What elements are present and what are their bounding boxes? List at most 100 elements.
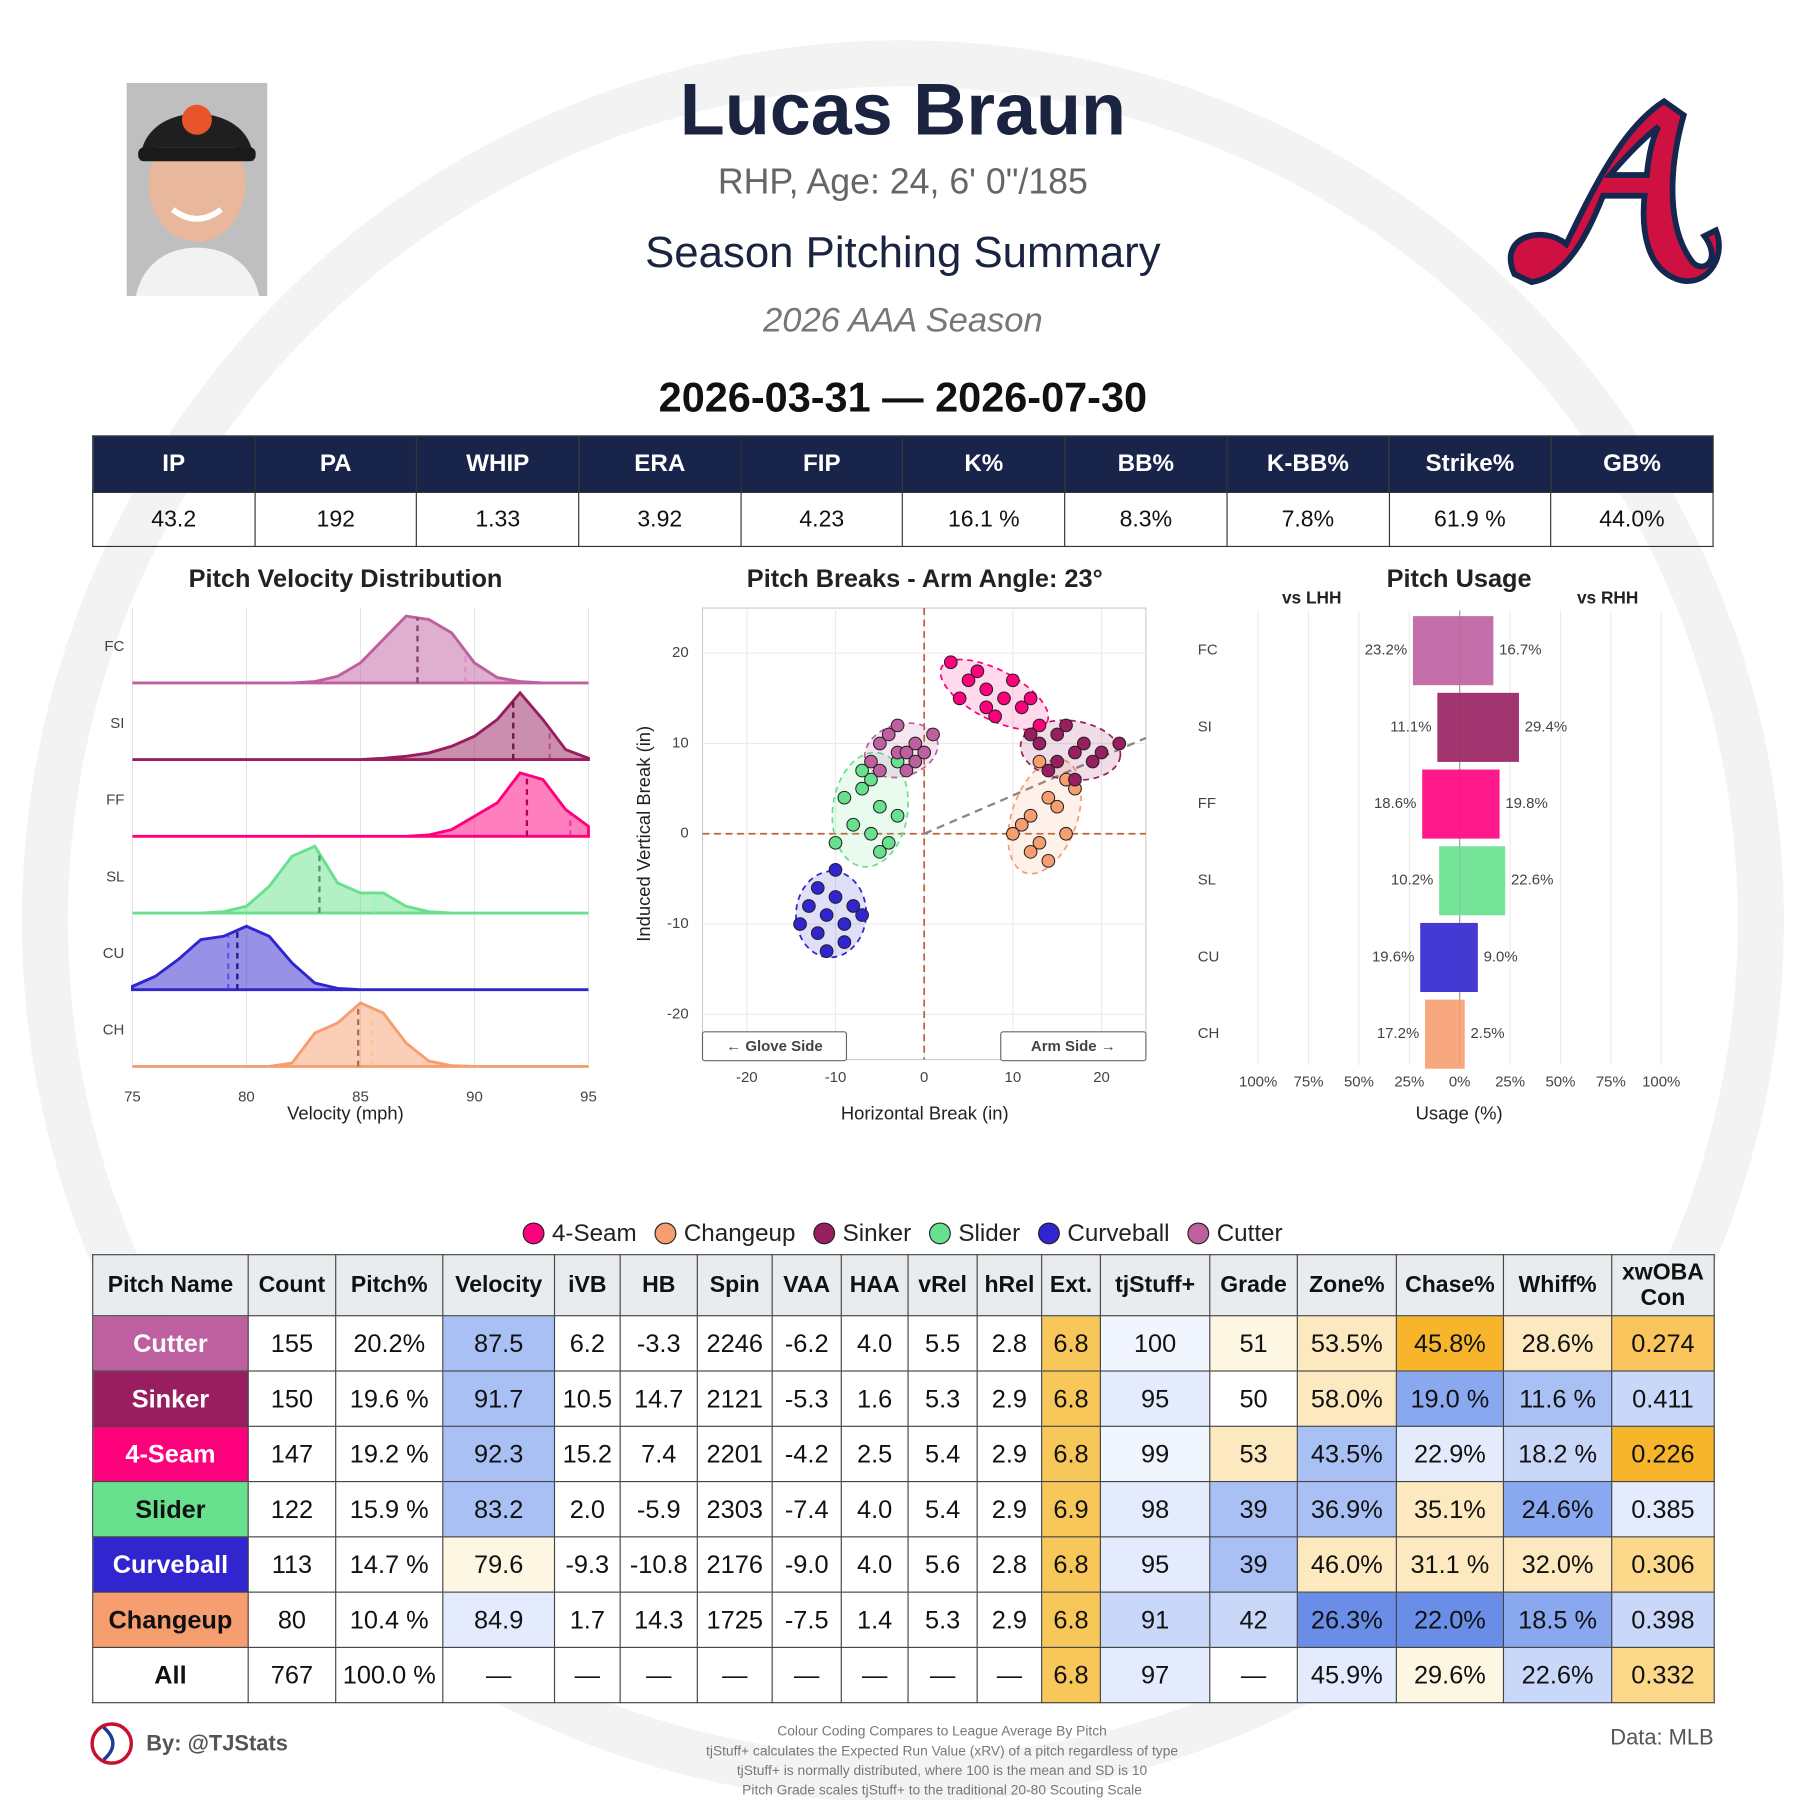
usage-bar — [1439, 846, 1460, 916]
pitch-table: Pitch Name Count Pitch% Velocity iVB HB Spin VA… — [92, 1254, 1715, 1704]
pitch-point — [890, 808, 905, 823]
pitch-name-cell: Changeup — [92, 1591, 249, 1648]
stats-column-header: PA — [254, 435, 418, 493]
y-category-label: CU — [103, 945, 125, 962]
pitch-point — [908, 754, 923, 769]
summary-title: Season Pitching Summary — [645, 228, 1161, 277]
y-category-label: FF — [106, 792, 124, 809]
stats-cell: 3.92 — [578, 491, 742, 548]
pitch-cell: 767 — [247, 1646, 337, 1704]
series-header: vs RHH — [1577, 587, 1638, 607]
pitch-cell: 99 — [1099, 1425, 1211, 1483]
pitch-cell: 51 — [1209, 1315, 1298, 1372]
pitch-cell: -10.8 — [619, 1536, 698, 1593]
pitch-cell: 83.2 — [442, 1480, 556, 1538]
pitch-cell: 2176 — [696, 1536, 773, 1593]
pitch-cell: 122 — [247, 1480, 337, 1538]
usage-bar — [1420, 922, 1460, 993]
y-category-label: FF — [1198, 795, 1216, 812]
pitch-point — [1023, 727, 1038, 742]
stats-column-header: ERA — [578, 435, 742, 493]
pitch-cell: -7.5 — [771, 1591, 842, 1648]
pitch-header: Pitch Name Count Pitch% Velocity iVB HB Spin VA… — [92, 1254, 1715, 1317]
pitch-point — [1023, 808, 1038, 823]
pitch-cell: 1.4 — [840, 1591, 909, 1648]
pitch-row: 4-Seam 147 19.2 % 92.3 15.2 7.4 2201 -4.2 2.5 5.4… — [92, 1425, 1715, 1483]
pitch-cell: 6.2 — [553, 1315, 621, 1372]
pitch-point — [872, 844, 887, 859]
pitch-point — [810, 926, 825, 940]
pitch-cell: 53 — [1209, 1425, 1298, 1483]
pitch-point — [899, 745, 914, 760]
pitch-point — [810, 881, 825, 895]
pitch-cell: -7.4 — [771, 1480, 842, 1538]
legend-label: Changeup — [684, 1220, 796, 1247]
x-tick-label: 50% — [1344, 1073, 1374, 1090]
pitch-point — [864, 754, 878, 769]
pitch-point — [828, 835, 843, 850]
y-category-label: FC — [104, 638, 124, 655]
date-range: 2026-03-31 — 2026-07-30 — [659, 374, 1147, 421]
pitch-point — [1094, 745, 1109, 760]
pitch-cell: 6.8 — [1041, 1370, 1101, 1427]
usage-bar — [1459, 692, 1519, 762]
pitch-cell: -5.9 — [619, 1480, 698, 1538]
pitch-cell: 2.9 — [976, 1480, 1043, 1538]
pitch-column-header: Velocity — [442, 1254, 556, 1317]
x-tick-label: 100% — [1642, 1073, 1680, 1090]
pitch-cell: -9.3 — [553, 1536, 621, 1593]
pitch-point — [952, 691, 967, 706]
stats-column-header: Strike% — [1388, 435, 1552, 493]
pitch-cell: -6.2 — [771, 1315, 842, 1372]
pitch-point — [1076, 736, 1091, 751]
pitch-cell: 113 — [247, 1536, 337, 1593]
pitch-cell: 6.8 — [1041, 1591, 1101, 1648]
pitch-column-header: hRel — [976, 1254, 1043, 1317]
pitch-point — [1068, 772, 1082, 787]
pitch-cell: 6.8 — [1041, 1425, 1101, 1483]
legend-label: Sinker — [843, 1220, 912, 1247]
pitch-cell: 4.0 — [840, 1480, 909, 1538]
value-label: 9.0% — [1484, 948, 1518, 965]
stats-column-header: IP — [92, 435, 256, 493]
pitch-cell: 43.5% — [1296, 1425, 1397, 1483]
pitch-name-cell: Slider — [92, 1480, 249, 1538]
pitch-point — [979, 700, 994, 715]
pitch-cell: 10.5 — [553, 1370, 621, 1427]
pitch-point — [846, 817, 861, 832]
footnote: Colour Coding Compares to League Average… — [777, 1723, 1107, 1739]
pitch-column-header: xwOBA Con — [1611, 1254, 1715, 1317]
pitch-cell: 22.9% — [1395, 1425, 1505, 1483]
pitch-cell: — — [442, 1646, 556, 1704]
pitch-cell: 19.6 % — [335, 1370, 444, 1427]
pitch-cell: — — [976, 1646, 1043, 1704]
pitch-name-cell: All — [92, 1646, 249, 1704]
stats-column-header: FIP — [740, 435, 904, 493]
legend-marker — [654, 1222, 677, 1245]
pitch-point — [855, 908, 869, 922]
pitch-point — [997, 691, 1011, 706]
pitch-point — [872, 763, 887, 778]
stats-column-header: GB% — [1550, 435, 1714, 493]
pitch-cell: 6.9 — [1041, 1480, 1101, 1538]
legend: 4-Seam Changeup Sinker Slider Curveball Cutte… — [522, 1220, 1283, 1247]
footnote: Pitch Grade scales tjStuff+ to the tradi… — [742, 1781, 1142, 1797]
pitch-point — [837, 935, 852, 949]
stats-cell: 16.1 % — [902, 491, 1066, 548]
pitch-point — [908, 736, 923, 751]
pitch-cell: 92.3 — [442, 1425, 556, 1483]
stats-cell: 61.9 % — [1388, 491, 1552, 548]
pitch-point — [1023, 691, 1038, 706]
footnote: tjStuff+ calculates the Expected Run Val… — [706, 1742, 1178, 1758]
legend-marker — [929, 1222, 951, 1245]
value-label: 23.2% — [1365, 642, 1407, 659]
pitch-point — [1059, 718, 1073, 733]
credit: By: @TJStats — [146, 1731, 288, 1756]
x-tick-label: -10 — [825, 1069, 847, 1086]
pitch-cell: 22.0% — [1395, 1591, 1505, 1648]
footnote: tjStuff+ is normally distributed, where … — [737, 1762, 1148, 1778]
pitch-column-header: iVB — [553, 1254, 621, 1317]
pitch-name-cell: Cutter — [92, 1315, 249, 1372]
pitch-cell: 31.1 % — [1395, 1536, 1505, 1593]
pitch-cell: 39 — [1209, 1480, 1298, 1538]
